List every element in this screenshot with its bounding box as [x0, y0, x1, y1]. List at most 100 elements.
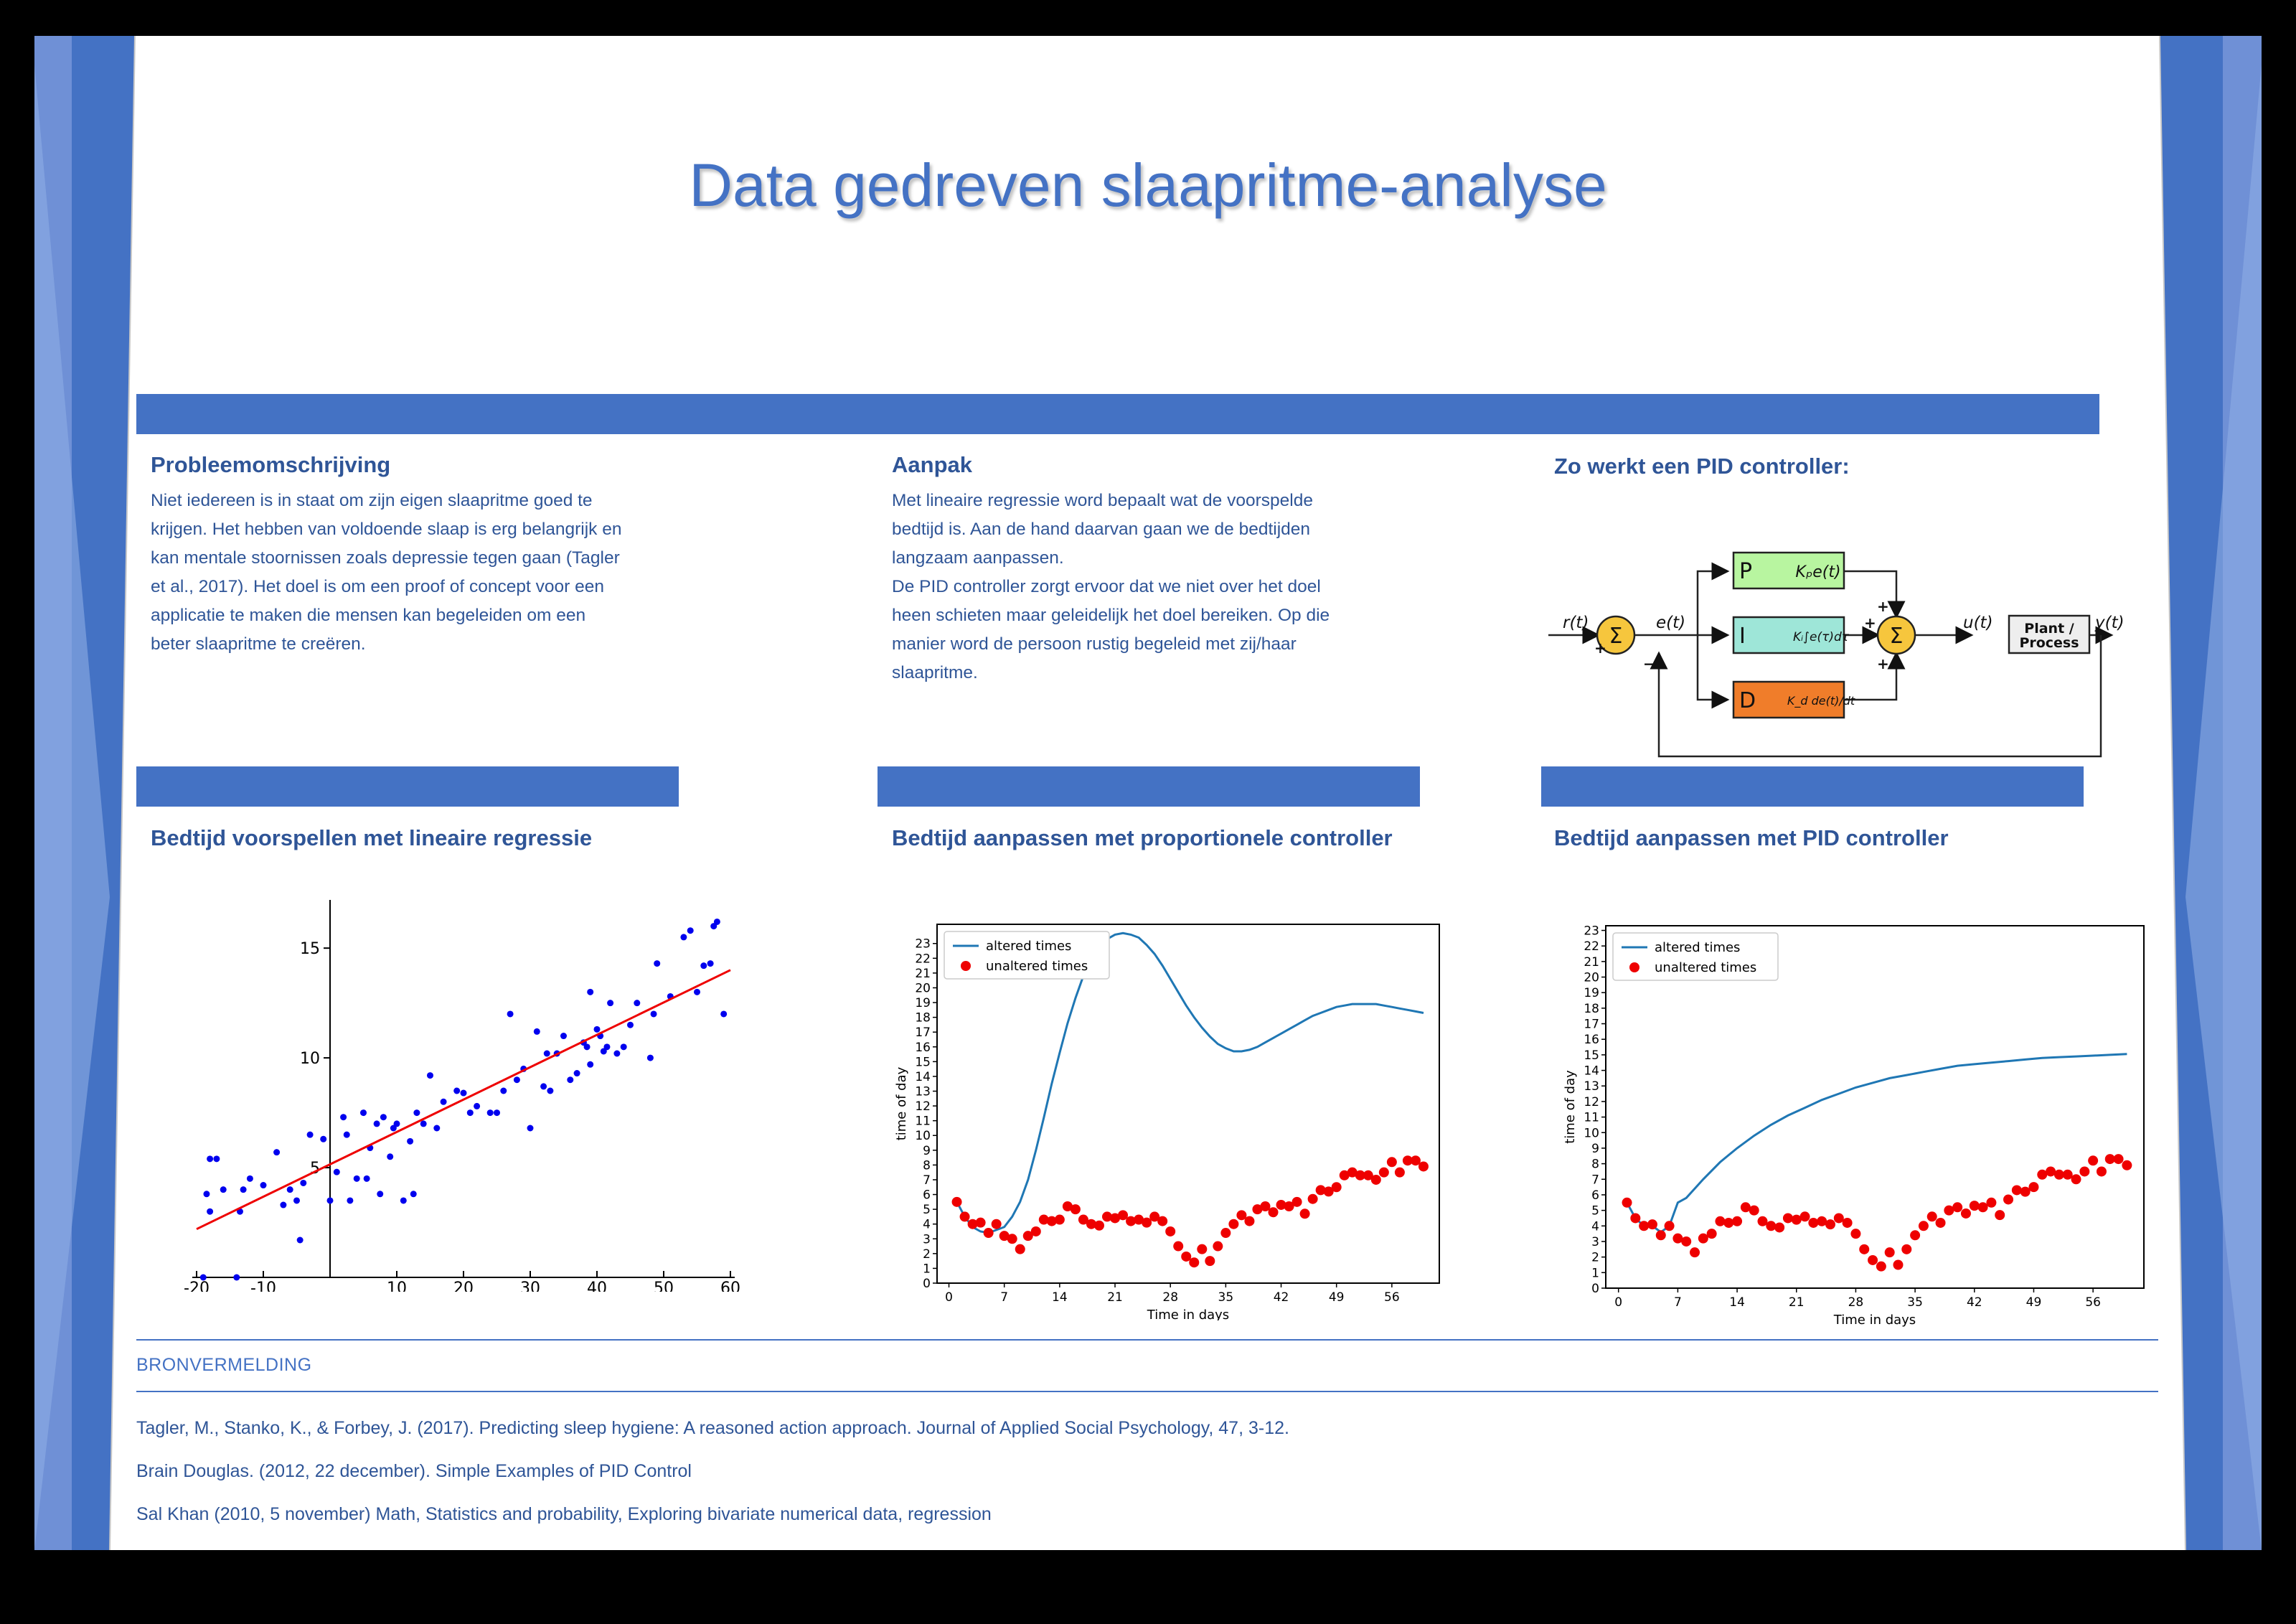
unaltered-times-point: [2104, 1154, 2115, 1165]
unaltered-times-point: [2011, 1185, 2022, 1196]
d-block: [1732, 680, 1845, 719]
y-tick-label: 15: [915, 1055, 931, 1069]
y-tick-label: 12: [1584, 1095, 1599, 1109]
unaltered-times-point: [1252, 1204, 1263, 1215]
unaltered-times-point: [1630, 1213, 1641, 1224]
unaltered-times-point: [1142, 1217, 1152, 1228]
x-tick-label: 14: [1052, 1290, 1068, 1305]
data-point: [343, 1131, 350, 1138]
references-rule-top: [136, 1339, 2158, 1341]
data-point: [687, 927, 694, 934]
altered-times-line: [956, 931, 1424, 1234]
unaltered-times-point: [1038, 1214, 1049, 1225]
approach-text: Met lineaire regressie word bepaalt wat …: [892, 487, 1509, 687]
e-label: e(t): [1656, 614, 1685, 632]
unaltered-times-point: [1749, 1205, 1759, 1216]
plus-sign: +: [1877, 655, 1889, 672]
section-bar-top: [136, 394, 2099, 434]
unaltered-times-point: [1339, 1170, 1350, 1181]
y-tick-label: 17: [1584, 1018, 1599, 1032]
y-tick-label: 19: [915, 996, 931, 1010]
unaltered-times-point: [1418, 1161, 1429, 1172]
unaltered-times-point: [1766, 1221, 1777, 1231]
data-point: [540, 1083, 547, 1090]
reference-item: Brain Douglas. (2012, 22 december). Simp…: [136, 1461, 692, 1481]
y-tick-label: 4: [1591, 1219, 1599, 1234]
x-tick-label: 56: [2085, 1295, 2101, 1310]
y-tick-label: 10: [915, 1129, 931, 1143]
data-point: [340, 1114, 347, 1121]
unaltered-times-point: [1918, 1221, 1929, 1231]
data-point: [306, 1131, 314, 1138]
sum-node-2: [1876, 615, 1916, 655]
data-point: [333, 1168, 340, 1175]
unaltered-times-point: [2071, 1174, 2081, 1185]
unaltered-times-point: [975, 1217, 986, 1228]
data-point: [627, 1021, 634, 1028]
unaltered-times-point: [1102, 1211, 1113, 1222]
unaltered-times-point: [1969, 1201, 1980, 1211]
unaltered-times-point: [1935, 1217, 1946, 1228]
unaltered-times-point: [1284, 1201, 1294, 1212]
approach-line: heen schieten maar geleidelijk het doel …: [892, 606, 1330, 625]
unaltered-times-point: [1299, 1208, 1310, 1219]
unaltered-times-point: [1952, 1202, 1963, 1213]
side-decoration: [34, 36, 2262, 1550]
unaltered-times-point: [2113, 1154, 2124, 1165]
x-tick-label: 0: [1614, 1295, 1622, 1310]
data-point: [466, 1109, 474, 1117]
y-tick-label: 0: [1591, 1282, 1599, 1296]
x-tick-label: 21: [1789, 1295, 1805, 1310]
x-tick-label: 30: [520, 1280, 540, 1292]
data-point: [654, 960, 661, 967]
data-point: [460, 1089, 467, 1097]
data-point: [293, 1197, 300, 1204]
data-point: [233, 1274, 240, 1281]
unaltered-times-point: [1639, 1221, 1650, 1231]
x-tick-label: 28: [1848, 1295, 1864, 1310]
legend-box: [1612, 932, 1779, 981]
data-point: [560, 1033, 567, 1040]
y-tick-label: 18: [1584, 1002, 1599, 1016]
approach-line: slaapritme.: [892, 663, 978, 682]
x-axis-label: Time in days: [1833, 1313, 1916, 1328]
unaltered-times-point: [1220, 1228, 1231, 1239]
pid-blocks: [1596, 551, 2091, 719]
data-point: [427, 1072, 433, 1079]
unaltered-times-point: [1118, 1210, 1129, 1221]
section-bar-proportional: [878, 766, 1420, 807]
y-tick-label: 18: [915, 1011, 931, 1025]
y-tick-label: 20: [1584, 971, 1599, 985]
data-point: [320, 1135, 327, 1142]
plot-frame: [1605, 925, 2145, 1289]
unaltered-times-point: [999, 1231, 1010, 1242]
y-tick-label: 10: [1584, 1126, 1599, 1140]
references-rule-bottom: [136, 1391, 2158, 1392]
proportional-heading: Bedtijd aanpassen met proportionele cont…: [892, 825, 1393, 850]
unaltered-times-point: [1307, 1193, 1318, 1204]
unaltered-times-point: [1655, 1230, 1666, 1241]
y-tick-label: 2: [923, 1247, 931, 1262]
data-point: [207, 1155, 214, 1163]
slide: Data gedreven slaapritme-analyse Problee…: [34, 36, 2262, 1550]
data-point: [680, 934, 687, 941]
data-point: [433, 1125, 441, 1132]
unaltered-times-point: [1268, 1207, 1279, 1218]
problem-line: et al., 2017). Het doel is om een proof …: [151, 577, 604, 596]
plant-label-2: Process: [2019, 635, 2079, 651]
data-point: [207, 1208, 214, 1215]
unaltered-times-point: [1402, 1155, 1413, 1166]
unaltered-times-point: [1015, 1244, 1025, 1254]
unaltered-times-point: [1690, 1247, 1700, 1258]
y-tick-label: 1: [1591, 1266, 1599, 1280]
unaltered-times-point: [1205, 1256, 1215, 1267]
unaltered-times-point: [1706, 1229, 1717, 1239]
data-point: [440, 1098, 447, 1105]
page-title: Data gedreven slaapritme-analyse: [689, 151, 1607, 219]
unaltered-times-point: [951, 1196, 962, 1207]
y-tick-label: 7: [1591, 1173, 1599, 1187]
y-axis-label: time of day: [1563, 1070, 1578, 1144]
unaltered-times-point: [1960, 1208, 1971, 1219]
x-tick-label: 35: [1907, 1295, 1923, 1310]
data-point: [393, 1120, 400, 1127]
